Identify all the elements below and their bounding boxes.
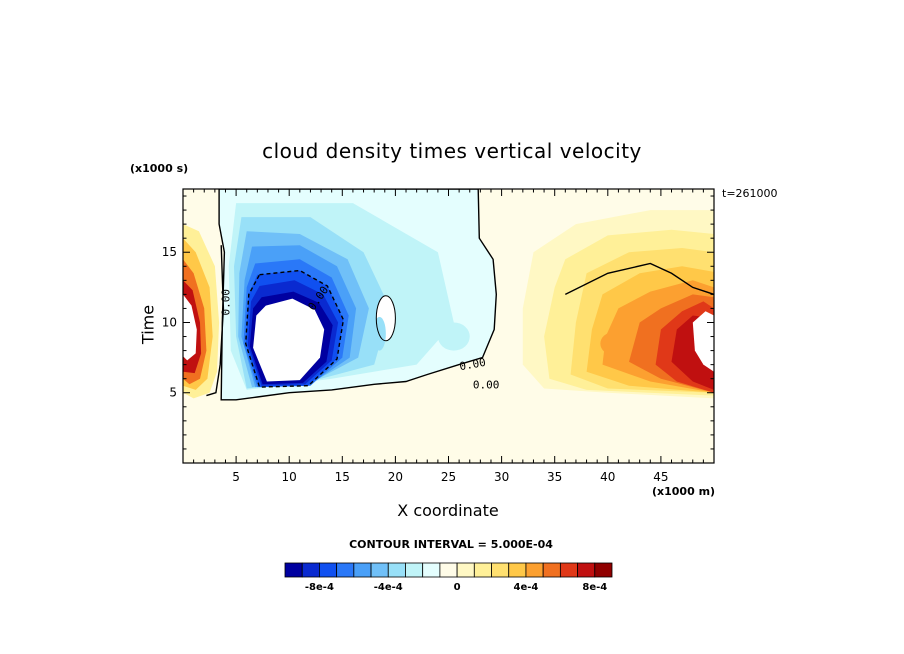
left-core-white: [183, 294, 197, 361]
colorbar-swatch: [336, 562, 355, 578]
colorbar-swatch: [439, 562, 458, 578]
colorbar-swatch: [542, 562, 561, 578]
x-axis: 5 10 15 20 25 30 35 40 45: [193, 189, 704, 484]
y-tick-label: 15: [162, 245, 177, 259]
right-core-white: [692, 311, 714, 372]
right-contour-line: [564, 262, 714, 296]
field-layer: 0.00 0.000.000.00: [183, 189, 714, 463]
contour-label-0: 0.00: [220, 289, 233, 316]
colorbar-swatch: [370, 562, 389, 578]
negative-contour-line: [244, 269, 345, 388]
x-axis-unit: (x1000 m): [652, 485, 716, 498]
left-zero-contour: [206, 245, 225, 397]
time-stamp-label: t=261000: [722, 187, 778, 200]
colorbar-swatch: [559, 562, 578, 578]
colorbar-swatch: [284, 562, 303, 578]
contour-label-3: 0.00: [473, 379, 500, 392]
x-tick-label: 40: [600, 470, 615, 484]
colorbar-swatch: [301, 562, 320, 578]
colorbar-swatch: [594, 562, 613, 578]
colorbar-swatch: [319, 562, 338, 578]
cell-blob-outline: [375, 295, 396, 342]
x-tick-label: 20: [388, 470, 403, 484]
y-tick-label: 10: [162, 315, 177, 329]
colorbar-swatch: [456, 562, 475, 578]
x-tick-label: 5: [232, 470, 240, 484]
colorbar: -8e-4 -4e-4 0 4e-4 8e-4: [284, 562, 613, 593]
x-tick-label: 25: [441, 470, 456, 484]
y-tick-label: 5: [169, 386, 177, 400]
negative-core-white: [253, 298, 325, 382]
colorbar-tick-label: -4e-4: [374, 582, 403, 593]
x-tick-label: 35: [547, 470, 562, 484]
colorbar-swatch: [422, 562, 441, 578]
colorbar-tick-label: 8e-4: [582, 582, 607, 593]
cell-blob-cyan-small: [437, 322, 470, 351]
colorbar-swatch: [508, 562, 527, 578]
x-tick-label: 15: [335, 470, 350, 484]
y-axis-unit: (x1000 s): [130, 162, 189, 175]
colorbar-swatch: [525, 562, 544, 578]
cell-blob-cyan: [373, 316, 386, 351]
colorbar-swatch: [353, 562, 372, 578]
colorbar-swatch: [405, 562, 424, 578]
y-axis-label: Time: [138, 304, 158, 345]
chart-title: cloud density times vertical velocity: [262, 139, 642, 163]
right-blob-orange: [600, 332, 626, 355]
x-axis-label: X coordinate: [397, 501, 499, 520]
colorbar-swatch: [491, 562, 510, 578]
y-axis: 5 10 15: [162, 195, 714, 450]
x-tick-label: 45: [653, 470, 668, 484]
contour-label-2: 0.00: [458, 356, 486, 373]
colorbar-swatch: [577, 562, 596, 578]
contour-interval-label: CONTOUR INTERVAL = 5.000E-04: [349, 538, 553, 551]
x-tick-label: 30: [494, 470, 509, 484]
colorbar-tick-label: 4e-4: [514, 582, 539, 593]
x-tick-label: 10: [282, 470, 297, 484]
colorbar-swatch: [387, 562, 406, 578]
colorbar-tick-label: 0: [454, 582, 461, 593]
colorbar-swatch: [473, 562, 492, 578]
colorbar-tick-label: -8e-4: [305, 582, 334, 593]
